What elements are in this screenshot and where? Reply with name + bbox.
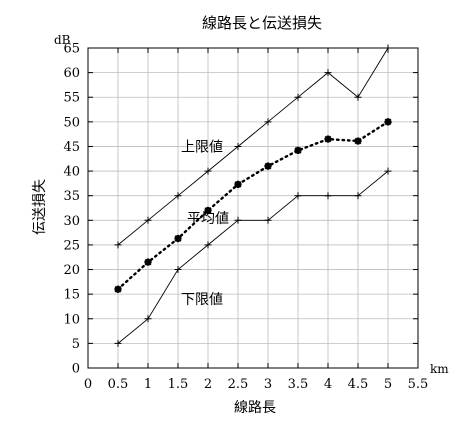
x-tick-label: 0 <box>84 377 92 392</box>
data-point-star <box>204 206 212 215</box>
x-tick-label: 1.5 <box>168 377 189 392</box>
y-unit-label: dB <box>54 33 71 47</box>
chart-title: 線路長と伝送損失 <box>202 14 322 32</box>
y-tick-label: 15 <box>63 288 80 303</box>
y-tick-label: 0 <box>72 362 80 377</box>
x-tick-label: 4 <box>324 377 332 392</box>
x-tick-label: 3 <box>264 377 272 392</box>
x-tick-label: 5.5 <box>408 377 429 392</box>
data-point-plus <box>114 339 122 347</box>
x-tick-label: 2.5 <box>228 377 249 392</box>
y-tick-label: 35 <box>63 189 80 204</box>
x-tick-label: 3.5 <box>288 377 309 392</box>
y-tick-label: 30 <box>63 214 80 229</box>
data-point-plus <box>204 167 212 175</box>
data-point-plus <box>324 69 332 77</box>
data-point-plus <box>294 192 302 200</box>
data-point-plus <box>144 315 152 323</box>
series-label: 平均値 <box>187 211 229 227</box>
data-point-plus <box>204 241 212 249</box>
series-1 <box>114 44 392 249</box>
data-point-plus <box>354 192 362 200</box>
y-tick-label: 5 <box>72 337 80 352</box>
y-tick-label: 45 <box>63 140 80 155</box>
data-point-plus <box>264 118 272 126</box>
data-point-plus <box>234 142 242 150</box>
x-unit-label: km <box>430 362 449 376</box>
data-point-plus <box>384 167 392 175</box>
data-point-star <box>324 135 332 143</box>
data-point-plus <box>384 44 392 52</box>
data-point-star <box>144 258 152 266</box>
data-point-plus <box>114 241 122 249</box>
series-label: 下限値 <box>181 292 223 308</box>
y-tick-label: 55 <box>63 91 80 106</box>
data-point-plus <box>144 216 152 224</box>
series-line-average <box>116 120 390 291</box>
x-axis-title: 線路長 <box>234 400 276 416</box>
series-line <box>117 170 389 344</box>
series-line <box>117 47 389 246</box>
series-group <box>114 44 392 347</box>
x-tick-label: 5 <box>384 377 392 392</box>
x-tick-label: 1 <box>144 377 152 392</box>
y-tick-label: 20 <box>63 263 80 278</box>
data-point-star <box>234 180 242 188</box>
data-point-plus <box>354 93 362 101</box>
y-tick-label: 40 <box>63 165 80 180</box>
y-axis-title: 伝送損失 <box>32 179 48 235</box>
grid <box>88 48 418 368</box>
data-point-plus <box>174 192 182 200</box>
series-3 <box>114 167 392 347</box>
data-point-star <box>354 137 362 145</box>
data-point-plus <box>324 192 332 200</box>
axes: 0 0.5 1 1.5 2 2.5 3 3.5 4 4.5 5 5.5 0 5 10 15 20 25 30 35 40… <box>63 42 428 393</box>
data-point-star <box>384 118 392 126</box>
y-tick-label: 25 <box>63 238 80 253</box>
x-tick-label: 0.5 <box>108 377 129 392</box>
y-tick-label: 65 <box>63 42 80 57</box>
data-point-star <box>114 285 122 293</box>
x-tick-label: 4.5 <box>348 377 369 392</box>
x-tick-label: 2 <box>204 377 212 392</box>
y-tick-label: 60 <box>63 66 80 81</box>
y-tick-label: 50 <box>63 115 80 130</box>
data-point-star <box>174 234 182 243</box>
data-point-plus <box>234 216 242 224</box>
data-point-star <box>264 162 272 170</box>
series-label: 上限値 <box>181 139 223 155</box>
y-tick-label: 10 <box>63 312 80 327</box>
data-point-star <box>294 146 302 154</box>
series-2 <box>114 118 392 293</box>
data-point-plus <box>174 266 182 274</box>
plot-frame <box>87 47 419 369</box>
data-point-plus <box>294 93 302 101</box>
data-point-plus <box>264 216 272 224</box>
